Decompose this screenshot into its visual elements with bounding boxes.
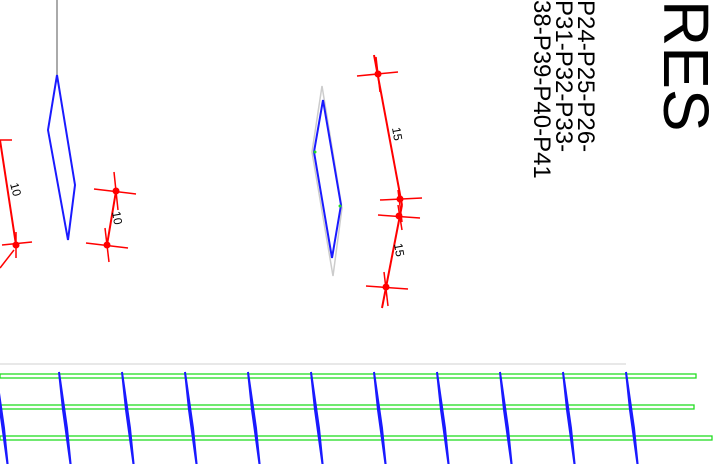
dimension-label-right-upper: 15 <box>389 126 405 142</box>
left-dimension-group: 10 10 <box>0 139 137 269</box>
pile-list-line-2: P31-P32-P33- <box>550 0 577 152</box>
bar-point <box>338 204 342 208</box>
stirrup-section <box>562 371 576 464</box>
stirrup-section <box>247 371 261 464</box>
stirrup-outline <box>46 74 77 241</box>
dimension-line-left-a <box>0 139 33 269</box>
title-text: RES <box>650 0 722 132</box>
dimension-label-left-lower: 10 <box>109 210 125 226</box>
dimension-line-right-a <box>356 54 423 223</box>
stirrup-section <box>121 371 135 464</box>
longitudinal-bar <box>0 435 713 441</box>
stirrup-section <box>310 371 324 464</box>
right-dimension-group: 15 15 <box>356 54 423 309</box>
stirrup-section <box>373 371 387 464</box>
stirrup-series <box>0 371 639 464</box>
dimension-line-left-b <box>85 171 137 263</box>
right-stirrup-detail <box>311 85 343 277</box>
left-stirrup-detail <box>46 0 77 241</box>
stirrup-section <box>499 371 513 464</box>
stirrup-section <box>184 371 198 464</box>
pile-list-line-3: 38-P39-P40-P41 <box>528 0 555 179</box>
title-block: RES P24-P25-P26- P31-P32-P33- 38-P39-P40… <box>528 0 722 179</box>
pile-list-line-1: P24-P25-P26- <box>572 0 599 152</box>
longitudinal-section <box>0 363 713 464</box>
longitudinal-bar <box>0 373 697 379</box>
stirrup-outline <box>312 99 343 259</box>
longitudinal-bars <box>0 373 713 441</box>
dimension-label-left-upper: 10 <box>7 181 24 198</box>
stirrup-section <box>58 371 72 464</box>
longitudinal-bar <box>0 404 695 410</box>
dimension-line-right-b <box>365 204 421 309</box>
stirrup-section <box>0 392 9 464</box>
stirrup-section <box>436 371 450 464</box>
stirrup-section <box>625 371 639 464</box>
bar-point <box>313 150 317 154</box>
dimension-label-right-lower: 15 <box>391 242 407 258</box>
